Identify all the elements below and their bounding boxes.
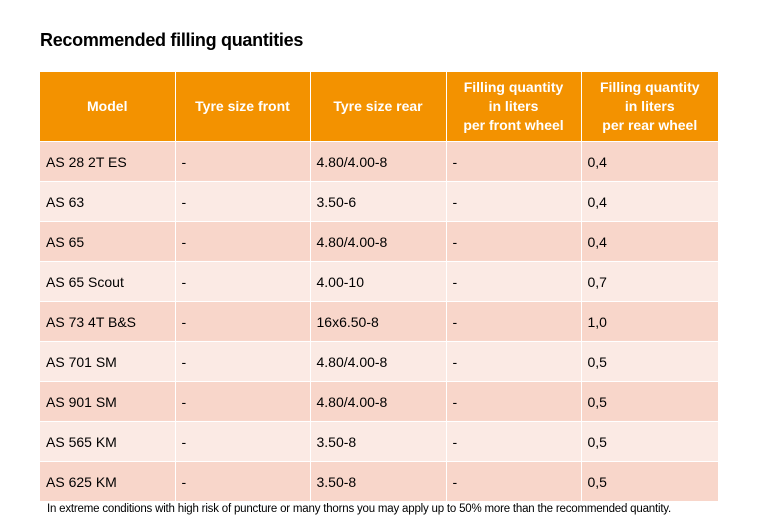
table-row: AS 701 SM -4.80/4.00-8-0,5 xyxy=(40,341,718,382)
table-cell: - xyxy=(445,261,581,302)
table-cell: - xyxy=(445,381,581,422)
table-cell: 4.80/4.00-8 xyxy=(309,141,446,182)
table-cell: 0,7 xyxy=(580,261,718,302)
table-cell: 0,4 xyxy=(580,141,718,182)
table-cell: 4.80/4.00-8 xyxy=(309,341,446,382)
header-cell: Filling quantity in liters per front wheel xyxy=(445,72,581,142)
header-line: in liters xyxy=(624,98,675,114)
table: Model Tyre size front Tyre size rear Fillin… xyxy=(40,72,718,501)
table-cell: 4.00-10 xyxy=(309,261,446,302)
table-cell: AS 28 2T ES xyxy=(40,141,175,182)
header-line: Model xyxy=(87,98,128,114)
title: Recommended filling quantities xyxy=(40,30,304,50)
table-cell: - xyxy=(174,301,310,342)
table-cell: - xyxy=(174,381,310,422)
table-cell: - xyxy=(174,421,310,462)
table-cell: - xyxy=(445,421,581,462)
table-cell: 0,5 xyxy=(580,421,718,462)
table-row: AS 625 KM -3.50-8-0,5 xyxy=(40,461,718,501)
table-cell: - xyxy=(445,221,581,262)
table-cell: AS 63 xyxy=(40,181,175,222)
header-cell: Filling quantity in liters per rear wheel xyxy=(580,72,718,142)
header-row: Model Tyre size front Tyre size rear Fillin… xyxy=(40,72,718,142)
header-line: Tyre size rear xyxy=(333,98,423,114)
table-cell: 16x6.50-8 xyxy=(309,301,446,342)
table-cell: - xyxy=(174,461,310,501)
table-cell: 0,4 xyxy=(580,221,718,262)
table-cell: - xyxy=(445,341,581,382)
table-row: AS 565 KM -3.50-8-0,5 xyxy=(40,421,718,462)
table-cell: AS 65 xyxy=(40,221,175,262)
header-cell: Tyre size front xyxy=(174,72,310,142)
table-cell: AS 65 Scout xyxy=(40,261,175,302)
header-cell: Tyre size rear xyxy=(309,72,446,142)
table-cell: - xyxy=(174,341,310,382)
table-cell: 0,4 xyxy=(580,181,718,222)
table-cell: 4.80/4.00-8 xyxy=(309,381,446,422)
header-cell: Model xyxy=(40,72,175,142)
table-cell: AS 701 SM xyxy=(40,341,175,382)
table-cell: AS 565 KM xyxy=(40,421,175,462)
table-cell: 3.50-8 xyxy=(309,461,446,501)
header-line: in liters xyxy=(488,98,539,114)
header-line: Tyre size front xyxy=(195,98,290,114)
table-row: AS 28 2T ES -4.80/4.00-8-0,4 xyxy=(40,141,718,182)
table-cell: 0,5 xyxy=(580,461,718,501)
table-cell: - xyxy=(174,221,310,262)
table-cell: - xyxy=(174,181,310,222)
footnote: In extreme conditions with high risk of … xyxy=(47,503,671,515)
table-cell: AS 625 KM xyxy=(40,461,175,501)
table-cell: 1,0 xyxy=(580,301,718,342)
table-row: AS 65 Scout -4.00-10-0,7 xyxy=(40,261,718,302)
table-cell: - xyxy=(445,461,581,501)
header-line: Filling quantity xyxy=(599,79,700,95)
table-cell: 0,5 xyxy=(580,381,718,422)
table-cell: - xyxy=(445,141,581,182)
table-row: AS 73 4T B&S -16x6.50-8-1,0 xyxy=(40,301,718,342)
table-cell: 0,5 xyxy=(580,341,718,382)
table-row: AS 63-3.50-6-0,4 xyxy=(40,181,718,222)
header-line: Filling quantity xyxy=(463,79,564,95)
table-row: AS 65-4.80/4.00-8-0,4 xyxy=(40,221,718,262)
table-cell: - xyxy=(445,181,581,222)
header-line: per rear wheel xyxy=(602,117,698,133)
table-body: AS 28 2T ES -4.80/4.00-8-0,4 AS 63-3.50-6-… xyxy=(40,141,718,501)
table-cell: - xyxy=(174,141,310,182)
table-cell: AS 73 4T B&S xyxy=(40,301,175,342)
header-line: per front wheel xyxy=(463,117,564,133)
table-cell: - xyxy=(445,301,581,342)
table-cell: - xyxy=(174,261,310,302)
table-cell: 4.80/4.00-8 xyxy=(309,221,446,262)
table-row: AS 901 SM -4.80/4.00-8-0,5 xyxy=(40,381,718,422)
table-cell: 3.50-6 xyxy=(309,181,446,222)
table-cell: 3.50-8 xyxy=(309,421,446,462)
table-cell: AS 901 SM xyxy=(40,381,175,422)
